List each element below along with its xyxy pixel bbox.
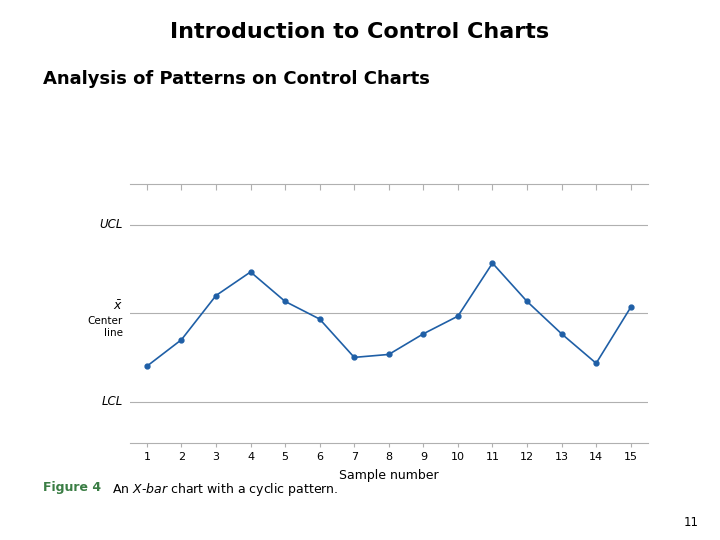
Text: LCL: LCL <box>102 395 122 408</box>
Text: $\bar{x}$: $\bar{x}$ <box>113 300 122 313</box>
Text: Center
line: Center line <box>87 316 122 338</box>
X-axis label: Sample number: Sample number <box>339 469 438 482</box>
Text: Figure 4: Figure 4 <box>43 481 102 494</box>
Text: UCL: UCL <box>99 218 122 231</box>
Text: Introduction to Control Charts: Introduction to Control Charts <box>171 22 549 42</box>
Text: Analysis of Patterns on Control Charts: Analysis of Patterns on Control Charts <box>43 70 430 88</box>
Text: An $\it{X}$-$\it{bar}$ chart with a cyclic pattern.: An $\it{X}$-$\it{bar}$ chart with a cycl… <box>112 481 338 497</box>
Text: 11: 11 <box>683 516 698 529</box>
